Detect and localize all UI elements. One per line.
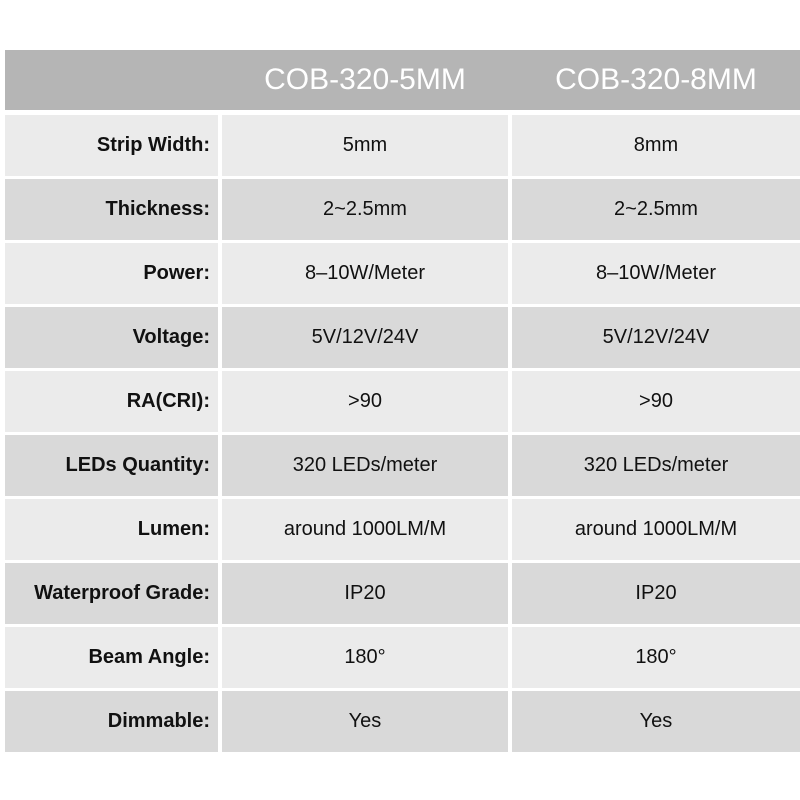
row-label: LEDs Quantity: bbox=[5, 435, 218, 496]
row-label: Lumen: bbox=[5, 499, 218, 560]
row-label: Strip Width: bbox=[5, 115, 218, 176]
value-cell: >90 bbox=[222, 371, 508, 432]
value-cell: around 1000LM/M bbox=[512, 499, 800, 560]
value-cell: 180° bbox=[222, 627, 508, 688]
value-cell: 8mm bbox=[512, 115, 800, 176]
value-cell: IP20 bbox=[222, 563, 508, 624]
value-cell: 320 LEDs/meter bbox=[222, 435, 508, 496]
value-cell: 5V/12V/24V bbox=[222, 307, 508, 368]
column-header: COB-320-8MM bbox=[555, 63, 757, 96]
value-cell: 5V/12V/24V bbox=[512, 307, 800, 368]
value-cell: 180° bbox=[512, 627, 800, 688]
row-label: Voltage: bbox=[5, 307, 218, 368]
value-cell: IP20 bbox=[512, 563, 800, 624]
row-label: Waterproof Grade: bbox=[5, 563, 218, 624]
value-cell: 8–10W/Meter bbox=[512, 243, 800, 304]
value-cell: around 1000LM/M bbox=[222, 499, 508, 560]
value-cell: >90 bbox=[512, 371, 800, 432]
row-label: Thickness: bbox=[5, 179, 218, 240]
value-cell: Yes bbox=[222, 691, 508, 752]
row-label: Power: bbox=[5, 243, 218, 304]
value-cell: 2~2.5mm bbox=[512, 179, 800, 240]
row-label: Dimmable: bbox=[5, 691, 218, 752]
header-cell bbox=[5, 50, 800, 110]
column-header: COB-320-5MM bbox=[264, 63, 466, 96]
value-cell: Yes bbox=[512, 691, 800, 752]
row-label: Beam Angle: bbox=[5, 627, 218, 688]
value-cell: 8–10W/Meter bbox=[222, 243, 508, 304]
value-cell: 320 LEDs/meter bbox=[512, 435, 800, 496]
row-label: RA(CRI): bbox=[5, 371, 218, 432]
value-cell: 5mm bbox=[222, 115, 508, 176]
value-cell: 2~2.5mm bbox=[222, 179, 508, 240]
